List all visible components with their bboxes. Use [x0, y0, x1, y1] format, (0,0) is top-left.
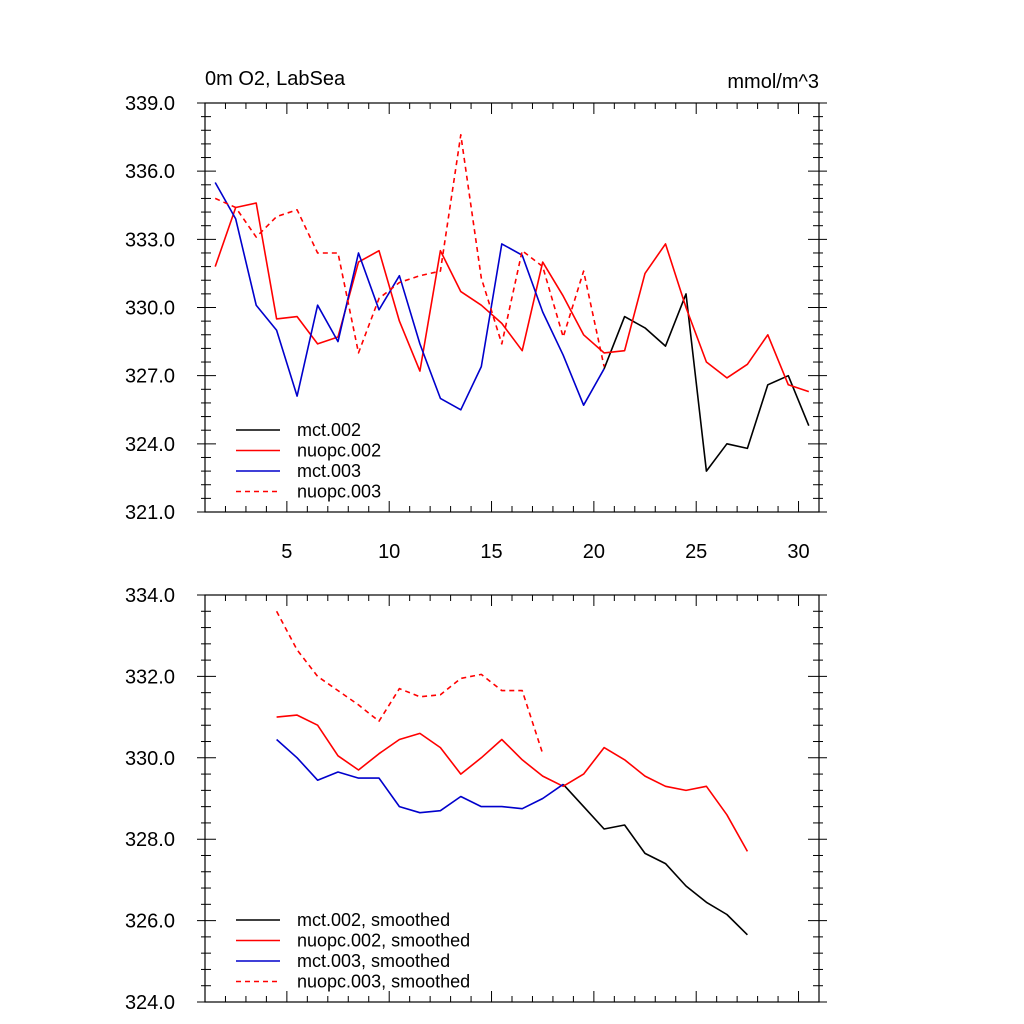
legend-label: nuopc.002, smoothed	[297, 931, 470, 951]
y-tick-label: 330.0	[125, 748, 175, 770]
x-tick-label: 20	[583, 541, 605, 563]
x-tick-label: 10	[378, 541, 400, 563]
series-line-mct-002	[603, 293, 810, 472]
series-line-nuopc-003	[214, 134, 605, 367]
y-tick-label: 339.0	[125, 93, 175, 115]
series-line-nuopc-002	[214, 202, 810, 393]
legend-label: mct.003	[297, 461, 361, 481]
y-tick-label: 336.0	[125, 161, 175, 183]
legend-label: nuopc.003, smoothed	[297, 972, 470, 992]
legend-label: mct.002, smoothed	[297, 910, 450, 930]
top-panel: 0m O2, LabSea mmol/m^3 5 10 15 20 25 30 321.0 3…	[125, 68, 827, 563]
chart-title-right: mmol/m^3	[727, 71, 819, 93]
series-line-mct-003	[214, 182, 605, 411]
y-tick-label: 328.0	[125, 829, 175, 851]
series-line-nuopc-003-smoothed	[275, 610, 544, 754]
series-line-nuopc-002-smoothed	[276, 714, 749, 852]
bottom-panel: 324.0 326.0 328.0 330.0 332.0 334.0 mct.002, s…	[125, 585, 827, 1014]
y-tick-label: 334.0	[125, 585, 175, 607]
series-line-mct-003-smoothed	[276, 738, 564, 814]
y-tick-label: 332.0	[125, 666, 175, 688]
chart-title-left: 0m O2, LabSea	[205, 68, 346, 90]
y-tick-label: 326.0	[125, 911, 175, 933]
y-tick-label: 324.0	[125, 992, 175, 1014]
legend-label: nuopc.002	[297, 441, 381, 461]
x-tick-label: 15	[480, 541, 502, 563]
x-tick-label: 25	[685, 541, 707, 563]
legend-label: mct.003, smoothed	[297, 951, 450, 971]
y-tick-label: 330.0	[125, 298, 175, 320]
legend-label: nuopc.003	[297, 482, 381, 502]
x-tick-label: 5	[281, 541, 292, 563]
y-tick-label: 324.0	[125, 434, 175, 456]
x-tick-label: 30	[787, 541, 809, 563]
series-line-mct-002-smoothed	[562, 783, 748, 936]
y-tick-label: 327.0	[125, 366, 175, 388]
y-tick-label: 321.0	[125, 502, 175, 524]
y-tick-label: 333.0	[125, 229, 175, 251]
legend-label: mct.002	[297, 420, 361, 440]
